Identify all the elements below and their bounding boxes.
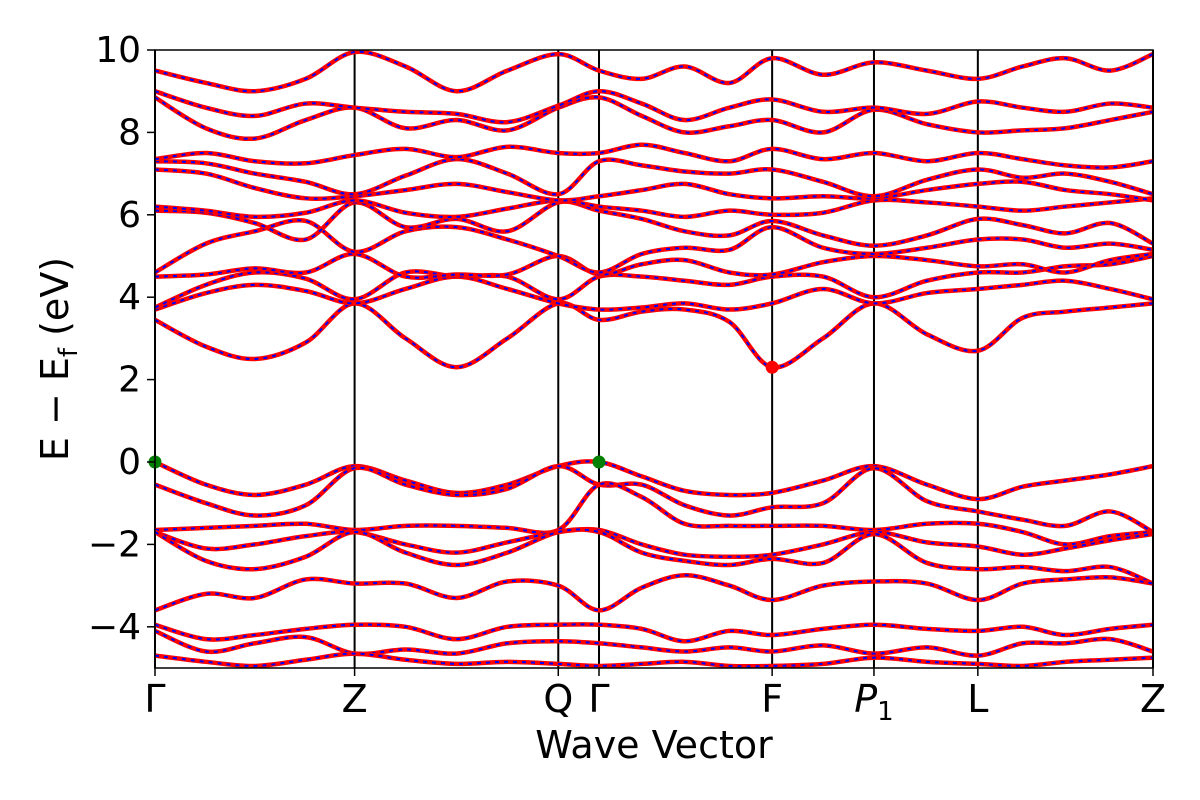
band-lines <box>155 50 1153 668</box>
band-5-dashed <box>155 574 1153 612</box>
band-0-dashed <box>155 460 1153 501</box>
band-3-solid <box>155 526 1153 560</box>
y-tick-label-5: 6 <box>118 195 141 236</box>
vbm-marker-1 <box>592 455 606 469</box>
y-tick-label-3: 2 <box>118 360 141 401</box>
band-11-solid <box>155 253 1153 310</box>
y-tick-label-2: 0 <box>118 442 141 483</box>
band-17-dashed <box>155 158 1153 198</box>
y-axis-label-main: E − E <box>33 357 77 461</box>
plot-background <box>155 50 1153 668</box>
y-axis-label-subscript: f <box>54 347 84 357</box>
band-20-dashed <box>155 90 1153 124</box>
kpoint-label-6: L <box>967 677 988 721</box>
y-tick-label-6: 8 <box>118 112 141 153</box>
y-axis-label: E − Ef (eV) <box>33 257 84 461</box>
y-axis-label-unit: (eV) <box>33 257 77 348</box>
kpoint-label-2: Q <box>543 677 573 721</box>
kpoint-label-1: Z <box>342 677 368 721</box>
band-15-dashed <box>155 197 1153 218</box>
band-13-dashed <box>155 219 1153 274</box>
band-19-dashed <box>155 96 1153 140</box>
band-10-dashed <box>155 275 1153 311</box>
y-axis-ticks: −4 −2 0 2 4 6 8 10 <box>88 30 155 648</box>
band-16-dashed <box>155 168 1153 202</box>
band-9-dashed <box>155 302 1153 369</box>
band-8-dashed <box>155 652 1153 668</box>
x-axis-kpoint-labels: Γ Z Q Γ F P1 L Z <box>144 668 1166 727</box>
band-18-dashed <box>155 143 1153 169</box>
band-21-dashed <box>155 50 1153 93</box>
y-tick-label-1: −2 <box>88 524 141 565</box>
band-1-dashed <box>155 465 1153 533</box>
y-tick-label-0: −4 <box>88 607 141 648</box>
band-6-dashed <box>155 623 1153 643</box>
y-tick-label-7: 10 <box>95 30 141 71</box>
kpoint-label-3: Γ <box>588 677 609 721</box>
band-2-dashed <box>155 482 1153 546</box>
kpoint-label-4: F <box>761 677 783 721</box>
plot-frame <box>154 49 1154 669</box>
y-tick-label-4: 4 <box>118 277 141 318</box>
band-4-dashed <box>155 528 1153 585</box>
x-axis-label: Wave Vector <box>535 723 773 767</box>
kpoint-label-0: Γ <box>144 677 165 721</box>
cbm-marker-2 <box>765 360 779 374</box>
band-14-dashed <box>155 200 1153 247</box>
kpoint-label-7: Z <box>1140 677 1166 721</box>
kpoint-label-5: P1 <box>854 677 893 727</box>
band-12-solid <box>155 251 1153 281</box>
band-7-dashed <box>155 629 1153 657</box>
